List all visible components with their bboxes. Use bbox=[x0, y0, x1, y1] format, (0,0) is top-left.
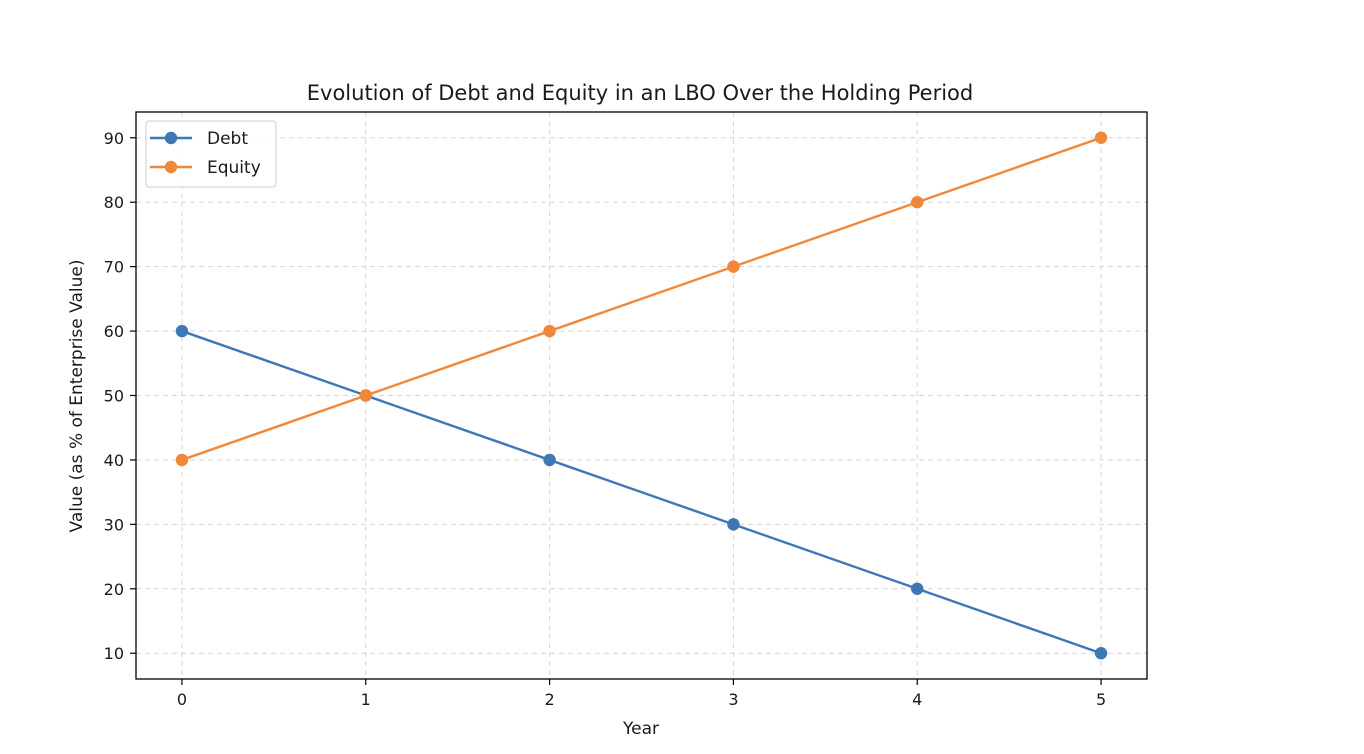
equity-point bbox=[543, 324, 556, 338]
debt-point bbox=[1094, 647, 1108, 660]
grid-lines bbox=[136, 112, 1147, 679]
legend-marker-debt bbox=[164, 131, 178, 145]
debt-line bbox=[181, 329, 1102, 655]
debt-point bbox=[543, 453, 556, 467]
debt-point bbox=[727, 518, 740, 531]
axis-ticks: 0 1 2 3 4 5 10 20 30 40 50 60 70 80 90 bbox=[104, 129, 1106, 709]
legend-label-debt: Debt bbox=[207, 129, 248, 149]
equity-line bbox=[181, 136, 1102, 462]
y-tick-label: 90 bbox=[104, 129, 124, 148]
y-tick-label: 40 bbox=[104, 451, 124, 470]
x-tick-label: 5 bbox=[1096, 690, 1106, 709]
legend-marker-equity bbox=[164, 160, 178, 174]
x-tick-label: 4 bbox=[912, 690, 922, 709]
y-tick-label: 20 bbox=[104, 580, 124, 599]
y-tick-label: 70 bbox=[104, 258, 124, 277]
equity-point bbox=[359, 389, 372, 402]
legend: Debt Equity bbox=[145, 120, 277, 188]
equity-point bbox=[727, 260, 740, 273]
y-tick-label: 50 bbox=[104, 387, 124, 406]
debt-point bbox=[911, 582, 924, 595]
equity-point bbox=[1094, 131, 1108, 144]
x-tick-label: 3 bbox=[728, 690, 738, 709]
legend-label-equity: Equity bbox=[207, 158, 261, 178]
x-tick-label: 1 bbox=[361, 690, 371, 709]
x-tick-label: 2 bbox=[544, 690, 554, 709]
y-tick-label: 60 bbox=[104, 322, 124, 341]
y-tick-label: 80 bbox=[104, 193, 124, 212]
chart-title: Evolution of Debt and Equity in an LBO O… bbox=[307, 81, 973, 105]
equity-point bbox=[175, 453, 189, 467]
x-tick-label: 0 bbox=[177, 690, 187, 709]
y-axis-label: Value (as % of Enterprise Value) bbox=[67, 260, 87, 533]
y-tick-label: 30 bbox=[104, 515, 124, 534]
equity-point bbox=[911, 196, 924, 209]
debt-point bbox=[175, 324, 189, 338]
x-axis-label: Year bbox=[622, 719, 659, 739]
data-series bbox=[175, 131, 1108, 660]
y-tick-label: 10 bbox=[104, 644, 124, 663]
